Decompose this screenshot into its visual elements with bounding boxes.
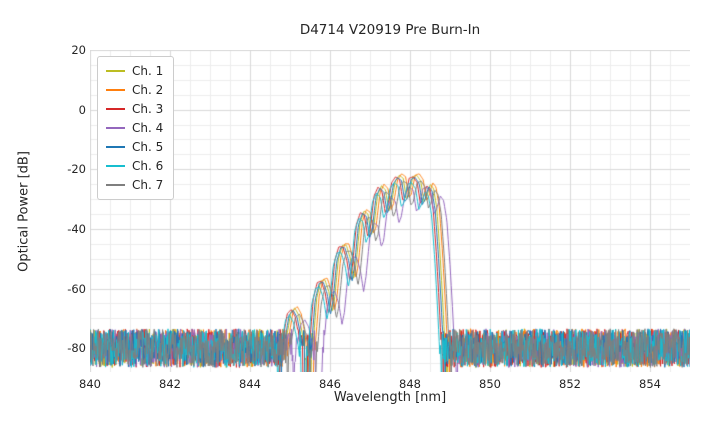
y-tick-label: -40 bbox=[67, 222, 86, 236]
legend-label: Ch. 4 bbox=[132, 121, 164, 135]
x-tick-label: 850 bbox=[479, 377, 501, 391]
chart-title: D4714 V20919 Pre Burn-In bbox=[299, 22, 481, 38]
legend-item: Ch. 6 bbox=[106, 157, 163, 175]
plot-canvas bbox=[90, 50, 690, 372]
legend: Ch. 1 Ch. 2 Ch. 3 Ch. 4 Ch. 5 Ch. 6 Ch. … bbox=[97, 56, 175, 200]
legend-label: Ch. 2 bbox=[132, 83, 164, 97]
x-tick-label: 840 bbox=[79, 377, 101, 391]
legend-line-swatch bbox=[106, 108, 125, 110]
x-tick-label: 848 bbox=[399, 377, 421, 391]
legend-line-swatch bbox=[106, 184, 125, 186]
legend-item: Ch. 7 bbox=[106, 176, 163, 194]
y-tick-label: -60 bbox=[67, 282, 86, 296]
legend-label: Ch. 6 bbox=[132, 159, 164, 173]
legend-line-swatch bbox=[106, 146, 125, 148]
x-tick-label: 852 bbox=[559, 377, 581, 391]
legend-item: Ch. 3 bbox=[106, 100, 163, 118]
legend-label: Ch. 7 bbox=[132, 178, 164, 192]
legend-label: Ch. 5 bbox=[132, 140, 164, 154]
legend-item: Ch. 5 bbox=[106, 138, 163, 156]
legend-line-swatch bbox=[106, 70, 125, 72]
y-axis-label: Optical Power [dB] bbox=[16, 151, 32, 272]
legend-line-swatch bbox=[106, 165, 125, 167]
x-tick-label: 846 bbox=[319, 377, 341, 391]
y-tick-label: 0 bbox=[78, 103, 86, 117]
x-axis-label: Wavelength [nm] bbox=[333, 390, 447, 405]
x-tick-label: 854 bbox=[639, 377, 661, 391]
legend-label: Ch. 1 bbox=[132, 64, 164, 78]
y-tick-label: -80 bbox=[67, 341, 86, 355]
y-tick-label: -20 bbox=[67, 162, 86, 176]
legend-label: Ch. 3 bbox=[132, 102, 164, 116]
legend-line-swatch bbox=[106, 89, 125, 91]
legend-line-swatch bbox=[106, 127, 125, 129]
legend-item: Ch. 1 bbox=[106, 62, 163, 80]
legend-item: Ch. 4 bbox=[106, 119, 163, 137]
y-tick-label: 20 bbox=[71, 43, 86, 57]
x-tick-label: 844 bbox=[239, 377, 261, 391]
x-tick-label: 842 bbox=[159, 377, 181, 391]
legend-item: Ch. 2 bbox=[106, 81, 163, 99]
